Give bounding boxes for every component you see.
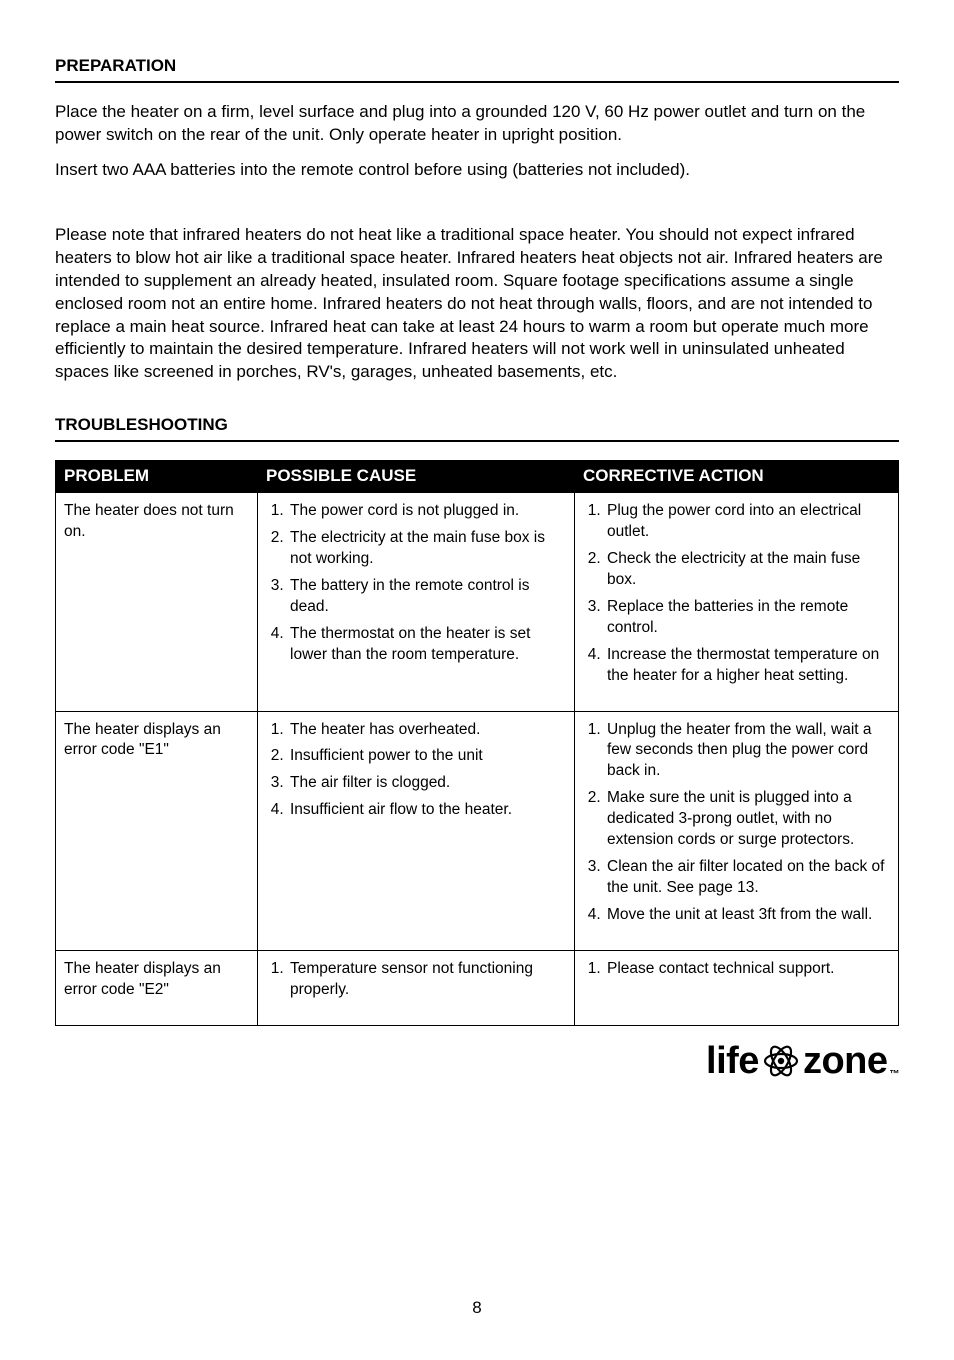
col-problem: PROBLEM [56, 461, 258, 493]
logo-tm: ™ [890, 1068, 900, 1082]
problem-cell: The heater displays an error code "E1" [56, 711, 258, 950]
preparation-p2: Insert two AAA batteries into the remote… [55, 159, 899, 182]
page-number: 8 [55, 1297, 899, 1320]
cause-item: Insufficient power to the unit [288, 746, 566, 767]
table-row: The heater displays an error code "E1"Th… [56, 711, 899, 950]
preparation-p3: Please note that infrared heaters do not… [55, 224, 899, 385]
table-row: The heater does not turn on.The power co… [56, 493, 899, 711]
troubleshooting-heading: TROUBLESHOOTING [55, 414, 899, 442]
action-cell: Please contact technical support. [575, 950, 899, 1025]
logo-left: life [706, 1036, 759, 1087]
cause-item: Temperature sensor not functioning prope… [288, 959, 566, 1001]
cause-item: The battery in the remote control is dea… [288, 576, 566, 618]
logo-right: zone [803, 1036, 888, 1087]
action-item: Unplug the heater from the wall, wait a … [605, 720, 890, 783]
cause-cell: The heater has overheated. Insufficient p… [258, 711, 575, 950]
cause-cell: Temperature sensor not functioning prope… [258, 950, 575, 1025]
preparation-heading: PREPARATION [55, 55, 899, 83]
cause-item: The heater has overheated. [288, 720, 566, 741]
action-cell: Unplug the heater from the wall, wait a … [575, 711, 899, 950]
action-item: Check the electricity at the main fuse b… [605, 549, 890, 591]
action-item: Increase the thermostat temperature on t… [605, 645, 890, 687]
preparation-p1: Place the heater on a firm, level surfac… [55, 101, 899, 147]
action-item: Plug the power cord into an electrical o… [605, 501, 890, 543]
cause-item: The electricity at the main fuse box is … [288, 528, 566, 570]
action-item: Make sure the unit is plugged into a ded… [605, 788, 890, 851]
problem-cell: The heater does not turn on. [56, 493, 258, 711]
action-item: Clean the air filter located on the back… [605, 857, 890, 899]
cause-item: The thermostat on the heater is set lowe… [288, 624, 566, 666]
cause-item: Insufficient air flow to the heater. [288, 800, 566, 821]
troubleshooting-table: PROBLEM POSSIBLE CAUSE CORRECTIVE ACTION… [55, 460, 899, 1025]
action-cell: Plug the power cord into an electrical o… [575, 493, 899, 711]
cause-cell: The power cord is not plugged in. The ele… [258, 493, 575, 711]
action-item: Please contact technical support. [605, 959, 890, 980]
problem-cell: The heater displays an error code "E2" [56, 950, 258, 1025]
logo-wrap: life zone ™ [55, 1036, 899, 1087]
troubleshooting-tbody: The heater does not turn on.The power co… [56, 493, 899, 1026]
col-action: CORRECTIVE ACTION [575, 461, 899, 493]
cause-item: The air filter is clogged. [288, 773, 566, 794]
troubleshooting-section: TROUBLESHOOTING PROBLEM POSSIBLE CAUSE C… [55, 414, 899, 1025]
action-item: Move the unit at least 3ft from the wall… [605, 905, 890, 926]
table-row: The heater displays an error code "E2" Te… [56, 950, 899, 1025]
col-cause: POSSIBLE CAUSE [258, 461, 575, 493]
action-item: Replace the batteries in the remote cont… [605, 597, 890, 639]
preparation-section: PREPARATION Place the heater on a firm, … [55, 55, 899, 384]
atom-icon [761, 1041, 801, 1081]
brand-logo: life zone ™ [706, 1036, 899, 1087]
cause-item: The power cord is not plugged in. [288, 501, 566, 522]
